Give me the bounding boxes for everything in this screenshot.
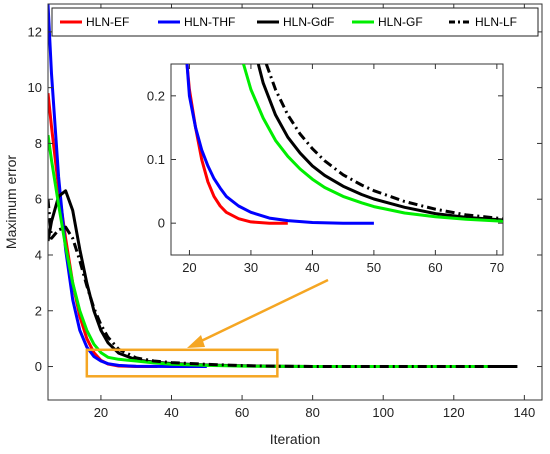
- main-x-tick-label: 140: [514, 405, 536, 420]
- inset-y-axis: 0 0.1 0.2: [147, 88, 503, 231]
- main-y-axis: 0 2 4 6 8 10 12: [28, 24, 542, 374]
- main-y-tick-label: 8: [35, 136, 42, 151]
- inset-y-tick-label: 0.1: [147, 152, 165, 167]
- zoom-annotation: [85, 278, 329, 378]
- legend-label-hln-gf: HLN-GF: [378, 15, 423, 29]
- inset-series-hln-gdf: [256, 64, 503, 222]
- inset-series-hln-lf: [264, 64, 503, 221]
- main-x-tick-label: 60: [235, 405, 249, 420]
- main-y-tick-label: 2: [35, 303, 42, 318]
- main-series-hln-lf: [48, 199, 518, 368]
- inset-x-tick-label: 60: [428, 260, 442, 275]
- inset-y-tick-label: 0.2: [147, 88, 165, 103]
- y-axis-label: Maximum error: [3, 155, 19, 249]
- main-y-tick-label: 0: [35, 359, 42, 374]
- inset-series-group: [185, 64, 503, 225]
- main-series-hln-thf: [48, 4, 207, 368]
- inset-plot-frame: [170, 63, 504, 256]
- main-x-tick-label: 100: [372, 405, 394, 420]
- inset-y-tick-label: 0: [158, 216, 165, 231]
- inset-series-hln-gf: [242, 64, 503, 223]
- zoom-arrow-head: [187, 335, 205, 348]
- inset-x-tick-label: 30: [244, 260, 258, 275]
- inset-series-hln-thf: [185, 64, 374, 225]
- x-axis-label: Iteration: [270, 431, 321, 447]
- legend: HLN-EF HLN-THF HLN-GdF HLN-GF HLN-LF: [60, 15, 517, 29]
- inset-x-tick-label: 40: [305, 260, 319, 275]
- zoom-arrow: [196, 278, 329, 345]
- inset-x-tick-label: 20: [182, 260, 196, 275]
- main-x-tick-label: 20: [94, 405, 108, 420]
- legend-box: [51, 7, 539, 37]
- main-y-tick-label: 10: [28, 80, 42, 95]
- main-y-tick-label: 12: [28, 24, 42, 39]
- inset-x-axis: 20 30 40 50 60 70: [182, 64, 504, 275]
- legend-label-hln-gdf: HLN-GdF: [283, 15, 334, 29]
- legend-label-hln-lf: HLN-LF: [475, 15, 517, 29]
- zoom-region-box: [85, 348, 279, 378]
- legend-label-hln-ef: HLN-EF: [86, 15, 129, 29]
- inset-x-tick-label: 70: [490, 260, 504, 275]
- main-y-tick-label: 4: [35, 247, 42, 262]
- main-plot-frame: [47, 3, 543, 401]
- main-y-tick-label: 6: [35, 192, 42, 207]
- main-x-tick-label: 120: [443, 405, 465, 420]
- main-series-group: [48, 4, 518, 368]
- main-x-tick-label: 40: [164, 405, 178, 420]
- main-x-tick-label: 80: [305, 405, 319, 420]
- inset-x-tick-label: 50: [367, 260, 381, 275]
- legend-label-hln-thf: HLN-THF: [184, 15, 235, 29]
